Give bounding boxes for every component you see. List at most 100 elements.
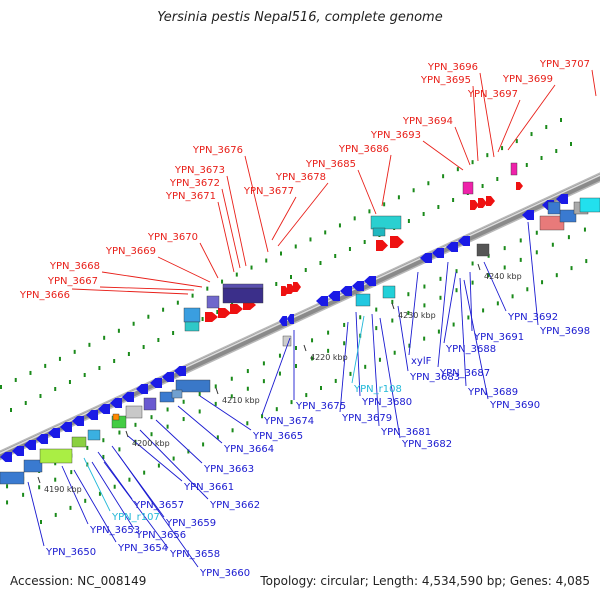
forward-gene-arrow — [218, 308, 231, 318]
reverse-gene-arrow — [420, 253, 432, 263]
gene-label-ypn-3672[interactable]: YPN_3672 — [169, 178, 220, 189]
gene-label-ypn-3682[interactable]: YPN_3682 — [401, 439, 452, 450]
kbp-label-4230-kbp: 4230 kbp — [398, 311, 436, 320]
gene-label-ypn-3707[interactable]: YPN_3707 — [539, 59, 590, 70]
gene-label-ypn-3698[interactable]: YPN_3698 — [539, 326, 590, 337]
gene-label-ypn-3683[interactable]: YPN_3683 — [409, 372, 460, 383]
reverse-gene-arrow — [316, 296, 328, 306]
leader-line — [221, 188, 241, 269]
guide-dot — [162, 307, 165, 312]
gene-label-ypn-3677[interactable]: YPN_3677 — [243, 186, 294, 197]
gene-label-ypn-3679[interactable]: YPN_3679 — [341, 413, 392, 424]
gene-label-ypn-3665[interactable]: YPN_3665 — [252, 431, 303, 442]
kbp-tick — [37, 476, 41, 484]
leader-line — [357, 169, 377, 215]
gene-label-ypn-3657[interactable]: YPN_3657 — [133, 500, 184, 511]
gene-label-ypn-3673[interactable]: YPN_3673 — [174, 165, 225, 176]
gene-label-ypn-3670[interactable]: YPN_3670 — [147, 232, 198, 243]
gene-label-ypn-3693[interactable]: YPN_3693 — [370, 130, 421, 141]
kbp-label-4210-kbp: 4210 kbp — [222, 396, 260, 405]
guide-dot — [343, 322, 346, 327]
gene-label-ypn-3690[interactable]: YPN_3690 — [489, 400, 540, 411]
gene-label-ypn-3674[interactable]: YPN_3674 — [263, 416, 314, 427]
guide-dot — [38, 485, 41, 490]
gene-label-ypn-3658[interactable]: YPN_3658 — [169, 549, 220, 560]
guide-dot — [456, 167, 459, 172]
gene-block — [462, 181, 474, 195]
gene-label-ypn-3687[interactable]: YPN_3687 — [439, 368, 490, 379]
guide-dot — [132, 321, 135, 326]
gene-label-ypn-3686[interactable]: YPN_3686 — [338, 144, 389, 155]
guide-dot — [187, 449, 190, 454]
gene-label-ypn-3671[interactable]: YPN_3671 — [165, 191, 216, 202]
guide-dot — [98, 491, 101, 496]
leader-line — [199, 395, 252, 431]
guide-dot — [280, 251, 282, 256]
gene-label-ypn-3669[interactable]: YPN_3669 — [105, 246, 156, 257]
gene-label-ypn-3692[interactable]: YPN_3692 — [507, 312, 558, 323]
gene-label-ypn-3694[interactable]: YPN_3694 — [402, 116, 453, 127]
gene-label-ypn-r107[interactable]: YPN_r107 — [111, 512, 160, 523]
guide-dot — [6, 484, 9, 489]
leader-line — [454, 126, 471, 166]
guide-dot — [295, 364, 297, 368]
guide-dot — [44, 363, 47, 368]
guide-dot — [541, 280, 544, 285]
gene-label-ypn-3678[interactable]: YPN_3678 — [275, 172, 326, 183]
gene-label-ypn-3653[interactable]: YPN_3653 — [89, 525, 140, 536]
leader-line — [277, 182, 329, 247]
reverse-gene-arrow — [60, 422, 72, 432]
gene-label-ypn-3666[interactable]: YPN_3666 — [19, 290, 70, 301]
guide-dot — [348, 247, 351, 251]
guide-dot — [439, 295, 442, 300]
gene-label-ypn-3681[interactable]: YPN_3681 — [380, 427, 431, 438]
gene-label-ypn-3685[interactable]: YPN_3685 — [305, 159, 356, 170]
gene-label-ypn-3676[interactable]: YPN_3676 — [192, 145, 243, 156]
gene-label-ypn-3656[interactable]: YPN_3656 — [135, 530, 186, 541]
leader-line — [437, 261, 449, 368]
gene-label-ypn-3650[interactable]: YPN_3650 — [45, 547, 96, 558]
gene-labels: YPN_3666 YPN_3667 YPN_3668 YPN_3669 YPN_3670… — [19, 59, 590, 579]
leader-line — [139, 429, 209, 500]
guide-dot — [278, 353, 281, 358]
gene-label-ypn-3695[interactable]: YPN_3695 — [420, 75, 471, 86]
leader-line — [226, 175, 247, 267]
gene-label-xylf[interactable]: xylF — [411, 356, 432, 367]
reverse-gene-arrow — [364, 276, 376, 286]
guide-dot — [368, 209, 371, 214]
gene-label-ypn-3689[interactable]: YPN_3689 — [467, 387, 518, 398]
guide-dot — [375, 307, 378, 312]
gene-label-ypn-3663[interactable]: YPN_3663 — [203, 464, 254, 475]
gene-label-ypn-3697[interactable]: YPN_3697 — [467, 89, 518, 100]
guide-dot — [230, 376, 233, 381]
kbp-label-4220-kbp: 4220 kbp — [310, 353, 348, 362]
gene-label-ypn-3660[interactable]: YPN_3660 — [199, 568, 250, 579]
forward-gene-arrow — [230, 304, 243, 314]
gene-label-ypn-3659[interactable]: YPN_3659 — [165, 518, 216, 529]
leader-line — [497, 99, 521, 153]
gene-label-ypn-3664[interactable]: YPN_3664 — [223, 444, 274, 455]
gene-label-ypn-3675[interactable]: YPN_3675 — [295, 401, 346, 412]
gene-label-ypn-3661[interactable]: YPN_3661 — [183, 482, 234, 493]
leader-line — [479, 72, 495, 158]
gene-label-ypn-3688[interactable]: YPN_3688 — [445, 344, 496, 355]
reverse-gene-arrow — [328, 291, 340, 301]
leader-line — [73, 469, 117, 543]
guide-dot — [535, 250, 538, 255]
guide-dot — [265, 258, 268, 263]
gene-label-ypn-3696[interactable]: YPN_3696 — [427, 62, 478, 73]
guide-dot — [525, 163, 528, 167]
leader-line — [483, 261, 507, 312]
gene-label-ypn-3691[interactable]: YPN_3691 — [473, 332, 524, 343]
guide-dot — [455, 269, 458, 274]
leader-line — [91, 461, 135, 530]
gene-label-ypn-3699[interactable]: YPN_3699 — [502, 74, 553, 85]
gene-label-ypn-3662[interactable]: YPN_3662 — [209, 500, 260, 511]
guide-dot — [290, 275, 292, 279]
guide-dot — [343, 341, 346, 346]
gene-label-ypn-3654[interactable]: YPN_3654 — [117, 543, 168, 554]
gene-label-ypn-r108[interactable]: YPN_r108 — [353, 384, 402, 395]
gene-label-ypn-3680[interactable]: YPN_3680 — [361, 397, 412, 408]
gene-label-ypn-3668[interactable]: YPN_3668 — [49, 261, 100, 272]
gene-label-ypn-3667[interactable]: YPN_3667 — [47, 276, 98, 287]
